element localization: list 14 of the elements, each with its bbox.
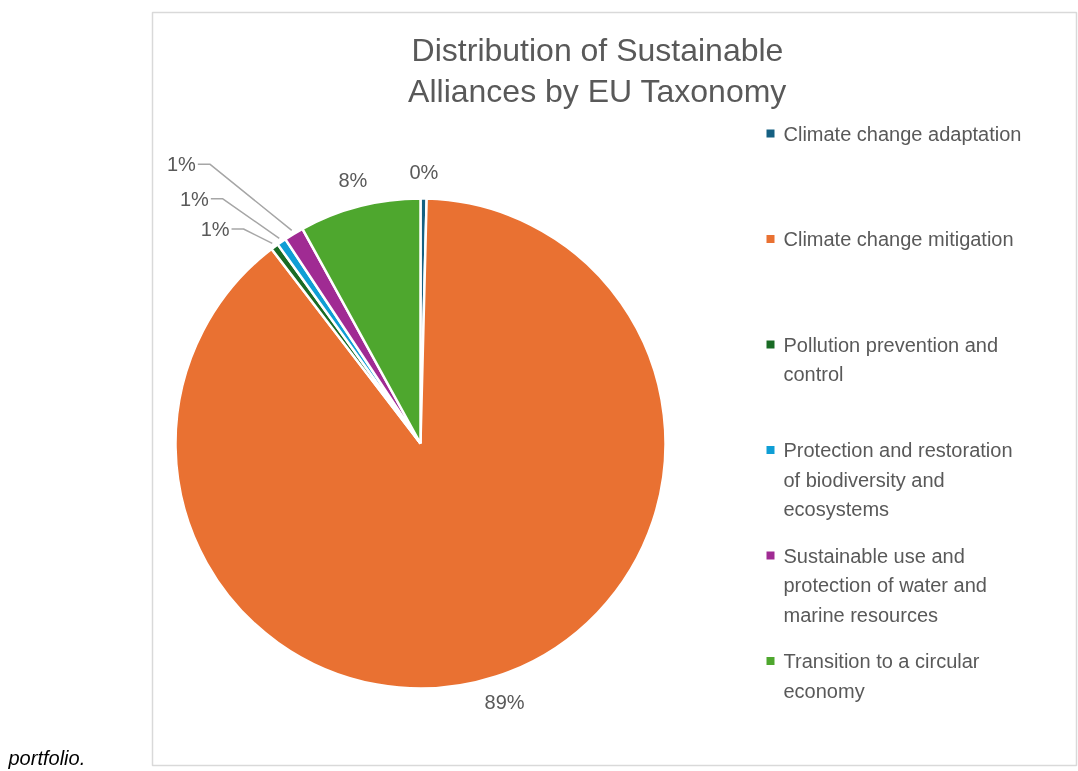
- data-label: 0%: [409, 160, 439, 183]
- legend-label: Sustainable use and protection of water and marine resources: [783, 544, 987, 626]
- chart-title: Distribution of Sustainable Alliances by EU Taxonomy: [408, 31, 787, 110]
- legend-label: Climate change mitigation: [783, 228, 1014, 250]
- data-label: 8%: [338, 169, 368, 192]
- legend-label: Pollution prevention and control: [783, 333, 999, 386]
- data-label: 1%: [166, 153, 197, 176]
- data-label: 89%: [484, 691, 525, 714]
- data-label: 1%: [179, 187, 210, 210]
- text: portfolio.: [7, 746, 86, 769]
- legend-label: Transition to a circular economy: [783, 650, 980, 702]
- legend-label: Protection and restoration of biodiversity and ecosystems: [783, 439, 1013, 521]
- data-label: 1%: [200, 217, 230, 240]
- legend-label: Climate change adaptation: [783, 122, 1022, 145]
